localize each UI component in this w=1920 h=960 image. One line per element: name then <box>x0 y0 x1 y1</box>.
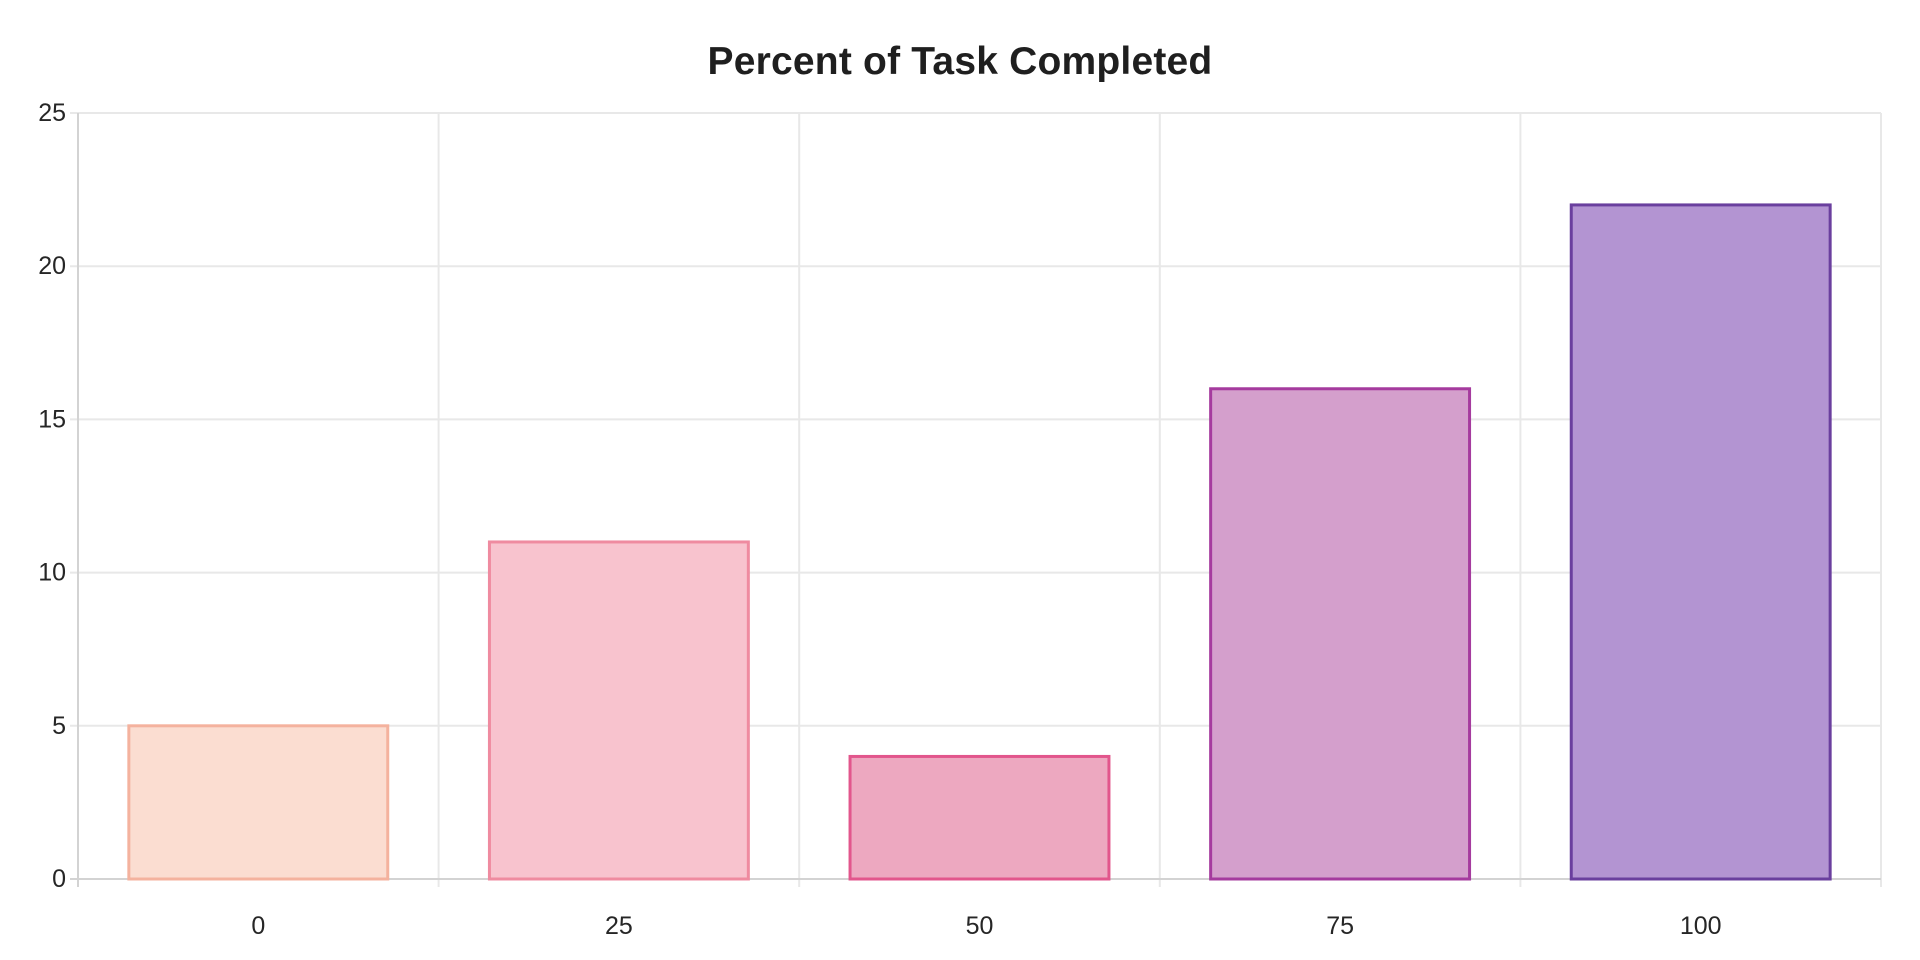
x-tick-label: 50 <box>966 912 994 940</box>
y-tick-label: 0 <box>52 865 66 893</box>
x-tick-label: 75 <box>1326 912 1354 940</box>
chart-title: Percent of Task Completed <box>707 40 1213 83</box>
bar-0[interactable] <box>127 724 390 881</box>
y-tick-label: 15 <box>38 405 66 433</box>
x-tick-label: 0 <box>251 912 265 940</box>
bar-75[interactable] <box>1209 387 1472 881</box>
y-tick-label: 10 <box>38 559 66 587</box>
y-tick-label: 5 <box>52 712 66 740</box>
y-tick-label: 25 <box>38 99 66 127</box>
bar-100[interactable] <box>1569 203 1832 881</box>
x-tick-label: 100 <box>1680 912 1722 940</box>
bar-50[interactable] <box>848 754 1111 881</box>
bar-25[interactable] <box>487 540 750 881</box>
x-tick-label: 25 <box>605 912 633 940</box>
y-tick-label: 20 <box>38 252 66 280</box>
